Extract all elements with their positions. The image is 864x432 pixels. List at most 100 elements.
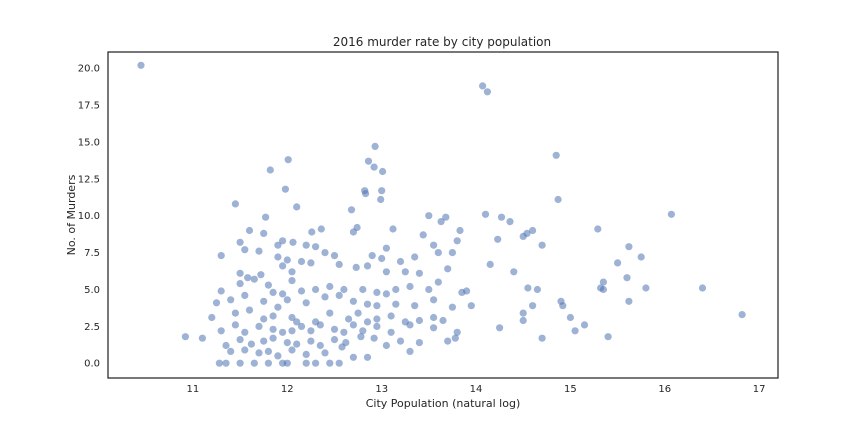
data-point: [244, 274, 252, 282]
data-point: [297, 257, 306, 266]
data-point: [363, 318, 372, 326]
data-point: [415, 316, 423, 325]
y-tick-label: 12.5: [78, 174, 100, 185]
data-point: [312, 243, 320, 251]
data-point: [321, 249, 329, 257]
data-point: [274, 303, 282, 311]
data-point: [411, 302, 419, 310]
data-point: [279, 237, 287, 245]
data-point: [483, 88, 491, 96]
data-point: [373, 322, 381, 330]
data-point: [181, 333, 189, 341]
data-point: [599, 285, 608, 294]
y-tick-label: 17.5: [78, 101, 100, 112]
data-point: [137, 61, 145, 69]
data-point: [434, 278, 442, 286]
data-point: [425, 285, 433, 294]
data-point: [269, 325, 277, 333]
data-point: [430, 313, 438, 322]
data-point: [486, 260, 494, 268]
data-point: [321, 293, 329, 301]
data-point: [245, 306, 254, 314]
data-point: [236, 336, 244, 344]
data-point: [262, 213, 270, 221]
data-point: [293, 203, 301, 211]
data-point: [288, 277, 296, 285]
data-point: [307, 327, 315, 335]
data-point: [317, 225, 325, 233]
data-point: [266, 166, 274, 174]
data-point: [479, 82, 487, 90]
data-point: [231, 309, 239, 317]
data-point: [434, 249, 442, 257]
y-tick-label: 20.0: [78, 64, 100, 75]
data-point: [307, 337, 315, 345]
data-point: [625, 243, 633, 251]
data-point: [335, 291, 343, 299]
data-point: [396, 257, 405, 266]
data-point: [448, 249, 456, 257]
data-point: [316, 321, 324, 329]
data-point: [506, 218, 514, 226]
data-point: [255, 247, 263, 255]
data-point: [302, 299, 310, 307]
data-point: [359, 285, 367, 294]
data-point: [363, 262, 372, 270]
x-tick-label: 15: [564, 384, 577, 395]
data-point: [208, 313, 216, 322]
y-tick-label: 5.0: [84, 285, 100, 296]
data-point: [519, 316, 527, 325]
data-point: [260, 315, 268, 323]
data-point: [363, 300, 372, 308]
data-point: [667, 210, 676, 218]
data-point: [289, 238, 297, 246]
data-point: [370, 163, 378, 171]
data-point: [552, 151, 560, 159]
data-point: [279, 290, 287, 298]
data-point: [439, 316, 447, 325]
data-point: [281, 185, 289, 193]
data-point: [227, 296, 235, 304]
data-point: [354, 309, 362, 317]
data-point: [359, 327, 367, 335]
data-point: [481, 210, 490, 218]
data-point: [236, 269, 244, 277]
data-point: [241, 328, 249, 336]
data-point: [614, 259, 622, 267]
data-point: [236, 280, 244, 288]
data-point: [274, 241, 282, 249]
data-point: [217, 252, 225, 260]
data-point: [198, 334, 206, 342]
chart-title: 2016 murder rate by city population: [333, 35, 551, 49]
data-point: [430, 324, 438, 332]
data-point: [236, 359, 244, 367]
data-point: [519, 309, 527, 317]
data-point: [529, 226, 537, 235]
data-point: [496, 324, 504, 332]
data-point: [406, 347, 414, 355]
x-tick-label: 12: [281, 384, 294, 395]
data-point: [264, 281, 272, 289]
data-point: [406, 282, 414, 291]
data-point: [326, 282, 334, 291]
data-point: [637, 253, 645, 261]
data-point: [274, 253, 282, 261]
data-point: [326, 309, 334, 317]
data-point: [451, 334, 459, 342]
data-point: [349, 321, 357, 329]
data-point: [642, 284, 650, 292]
data-point: [279, 262, 287, 270]
data-point: [373, 288, 381, 296]
data-point: [349, 228, 357, 236]
data-point: [250, 275, 258, 283]
data-point: [430, 241, 438, 249]
data-point: [288, 313, 296, 322]
data-point: [396, 337, 405, 345]
data-point: [538, 241, 546, 249]
data-point: [269, 312, 277, 320]
data-point: [538, 334, 546, 342]
data-point: [330, 336, 339, 344]
y-axis-label: No. of Murders: [65, 174, 78, 255]
data-point: [340, 285, 348, 294]
